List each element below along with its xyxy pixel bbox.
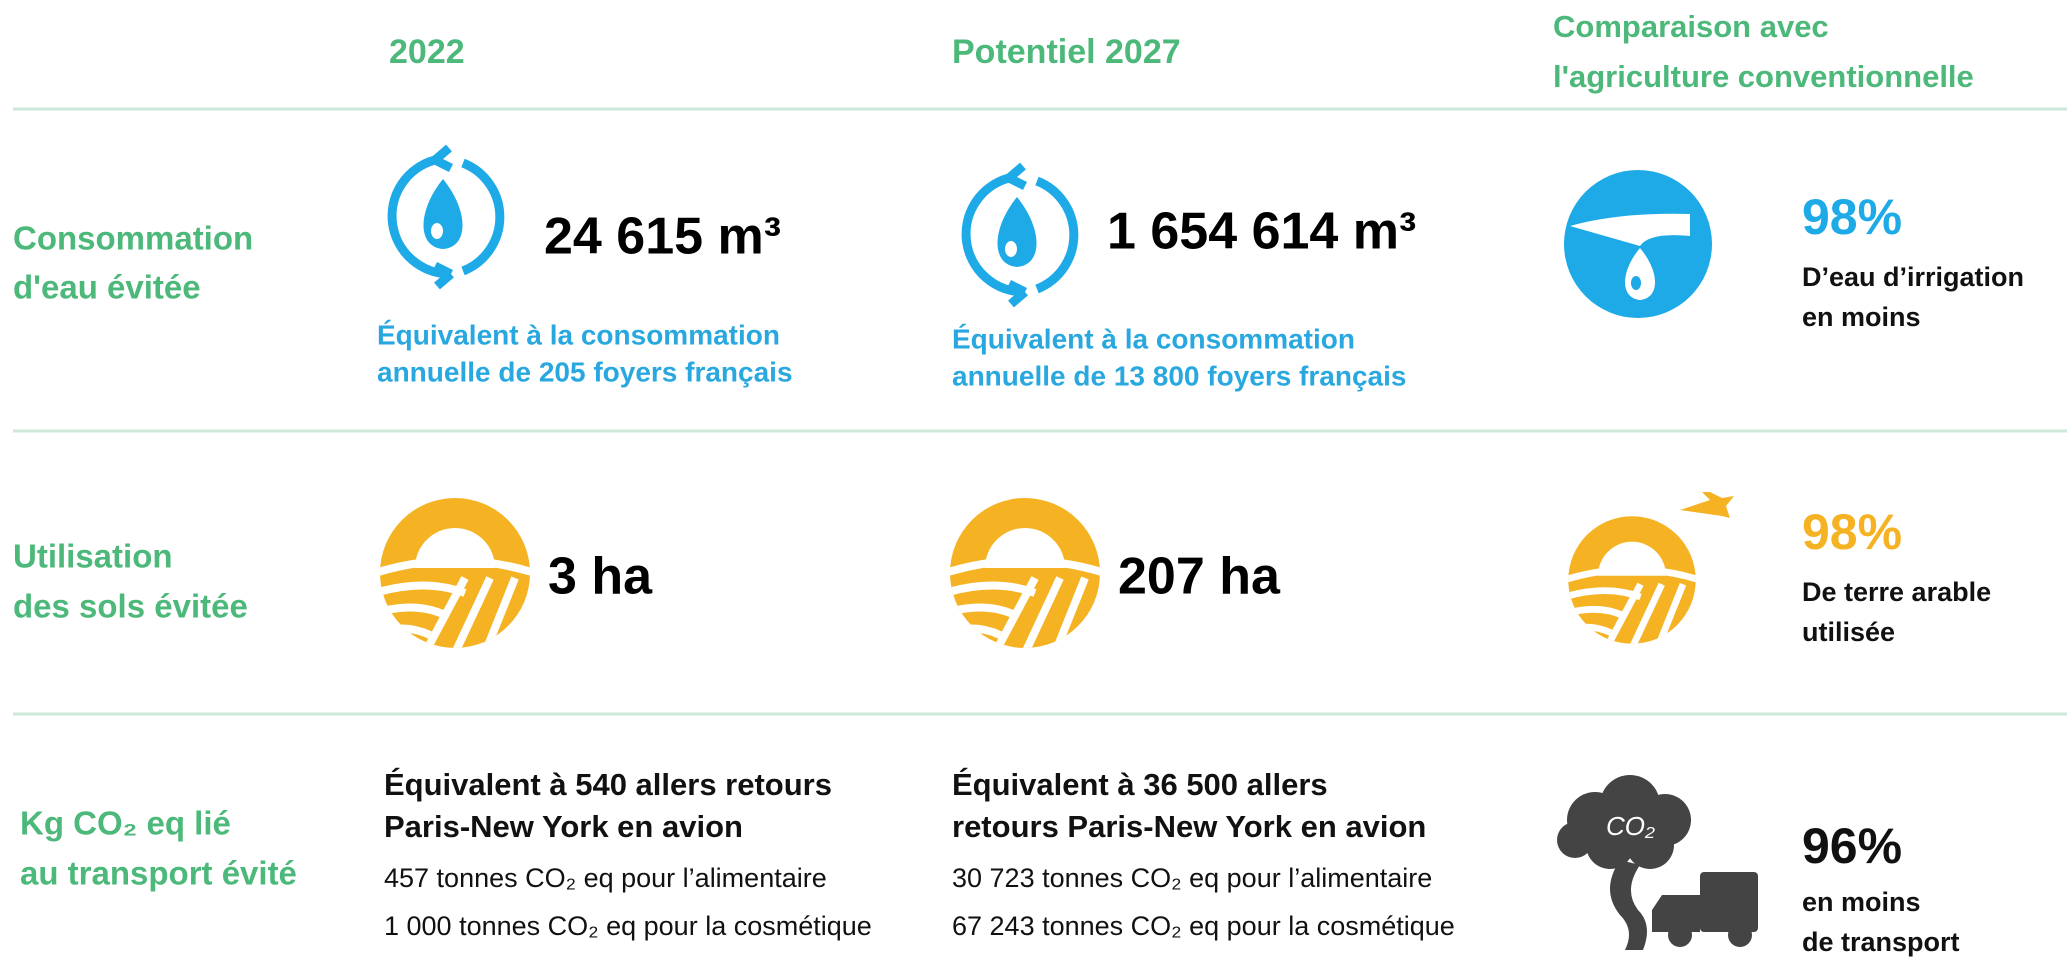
comparison-text: en moins xyxy=(1802,887,1921,917)
value: 24 615 m³ xyxy=(544,208,781,266)
row-label: d'eau évitée xyxy=(13,269,201,306)
value: 3 ha xyxy=(548,548,653,606)
arable-icon xyxy=(1564,516,1704,648)
detail: 1 000 tonnes CO₂ eq pour la cosmétique xyxy=(384,911,872,941)
comparison-text: utilisée xyxy=(1802,617,1895,647)
header-comparison: Comparaison avec xyxy=(1553,9,1829,44)
water-icon xyxy=(392,148,500,286)
row-label: Utilisation xyxy=(13,538,173,575)
percent: 98% xyxy=(1802,504,1902,560)
comparison-text: en moins xyxy=(1802,302,1921,332)
note: annuelle de 205 foyers français xyxy=(377,356,793,387)
land-icon xyxy=(375,498,540,653)
row-label: Consommation xyxy=(13,220,253,257)
note: Équivalent à 36 500 allers xyxy=(952,767,1328,802)
irrigation-icon xyxy=(1564,170,1712,318)
note: Paris-New York en avion xyxy=(384,809,743,844)
value: 207 ha xyxy=(1118,548,1281,606)
header-comparison: l'agriculture conventionnelle xyxy=(1553,59,1974,94)
comparison-text: D’eau d’irrigation xyxy=(1802,262,2024,292)
note: retours Paris-New York en avion xyxy=(952,809,1426,844)
comparison-text: de transport xyxy=(1802,927,1960,957)
water-icon xyxy=(966,166,1074,304)
detail: 30 723 tonnes CO₂ eq pour l’alimentaire xyxy=(952,863,1432,893)
plane-icon xyxy=(1680,492,1734,518)
row-label: Kg CO₂ eq lié xyxy=(20,805,231,842)
percent: 96% xyxy=(1802,818,1902,874)
detail: 67 243 tonnes CO₂ eq pour la cosmétique xyxy=(952,911,1455,941)
percent: 98% xyxy=(1802,189,1902,245)
header-2027: Potentiel 2027 xyxy=(952,33,1181,71)
note: Équivalent à 540 allers retours xyxy=(384,767,832,802)
row-label: des sols évitée xyxy=(13,588,248,625)
note: annuelle de 13 800 foyers français xyxy=(952,360,1406,391)
note: Équivalent à la consommation xyxy=(377,319,780,350)
value: 1 654 614 m³ xyxy=(1107,203,1416,261)
detail: 457 tonnes CO₂ eq pour l’alimentaire xyxy=(384,863,827,893)
land-icon xyxy=(945,498,1110,653)
svg-text:CO₂: CO₂ xyxy=(1606,811,1655,841)
transport-icon: CO₂ xyxy=(1557,775,1758,950)
header-2022: 2022 xyxy=(389,33,465,71)
row-label: au transport évité xyxy=(20,855,297,892)
note: Équivalent à la consommation xyxy=(952,323,1355,354)
comparison-text: De terre arable xyxy=(1802,577,1991,607)
